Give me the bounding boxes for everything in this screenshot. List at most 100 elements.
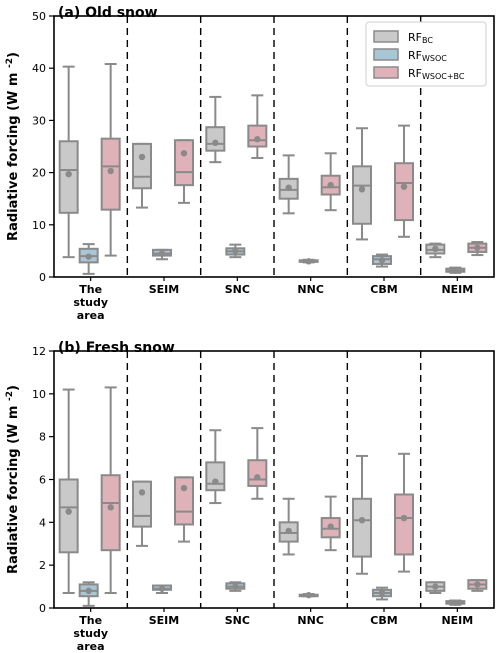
box-iqr xyxy=(205,126,226,152)
x-category-label: The study area xyxy=(73,614,108,653)
panel-old-snow: (a) Old snow 0 10 20 30 40 50 Radiative forcing… xyxy=(5,5,495,322)
box-2-2 xyxy=(247,427,268,500)
y-tick-label: 0 xyxy=(39,602,46,615)
legend-label: RFWSOC xyxy=(408,49,447,63)
box-mean-marker xyxy=(158,585,166,592)
box-mean-marker xyxy=(85,253,92,260)
box-iqr xyxy=(352,165,372,225)
box-1-3 xyxy=(298,591,319,599)
panel-title: (a) Old snow xyxy=(58,5,158,21)
box-2-1 xyxy=(174,139,194,204)
box-0-3 xyxy=(278,154,299,215)
box-iqr xyxy=(394,493,414,556)
box-0-2 xyxy=(205,429,226,505)
x-category-label: SNC xyxy=(225,283,250,296)
y-tick-label: 50 xyxy=(32,10,46,23)
y-axis-label: Radiative forcing (W m -2) xyxy=(5,52,21,241)
box-2-3 xyxy=(320,152,341,212)
plot-frame xyxy=(53,15,495,278)
box-mean-marker xyxy=(400,183,408,190)
box-iqr xyxy=(247,459,268,487)
y-axis-label: Radiative forcing (W m -2) xyxy=(5,385,21,574)
box-mean-marker xyxy=(65,508,72,515)
legend-swatch xyxy=(373,66,399,79)
box-mean-marker xyxy=(432,245,439,253)
box-iqr xyxy=(174,476,194,526)
y-tick-label: 40 xyxy=(32,62,46,75)
y-tick-label: 4 xyxy=(39,516,46,529)
box-mean-marker xyxy=(305,591,312,599)
box-mean-marker xyxy=(254,135,261,143)
box-2-0 xyxy=(100,386,121,595)
box-0-0 xyxy=(58,65,79,259)
box-0-1 xyxy=(132,480,152,547)
box-2-4 xyxy=(394,124,414,238)
panel-title: (b) Fresh snow xyxy=(58,340,175,356)
box-0-1 xyxy=(132,142,152,209)
y-tick-label: 20 xyxy=(32,167,46,180)
box-iqr xyxy=(352,497,372,558)
box-mean-marker xyxy=(232,583,239,590)
box-mean-marker xyxy=(305,258,312,265)
x-category-label: SEIM xyxy=(149,614,179,627)
x-category-label: NEIM xyxy=(441,614,473,627)
box-iqr xyxy=(132,142,152,190)
box-2-5 xyxy=(467,241,488,257)
box-iqr xyxy=(174,139,194,187)
box-mean-marker xyxy=(452,267,459,274)
box-0-3 xyxy=(278,497,299,556)
legend-label: RFBC xyxy=(408,31,433,45)
box-mean-marker xyxy=(158,250,166,257)
box-1-4 xyxy=(372,253,392,268)
box-1-2 xyxy=(225,243,246,259)
panel-fresh-snow: (b) Fresh snow 0 2 4 6 8 10 12 Radiative forcing… xyxy=(5,340,495,653)
box-mean-marker xyxy=(212,139,219,147)
box-mean-marker xyxy=(285,184,292,191)
y-tick-label: 8 xyxy=(39,431,46,444)
box-2-4 xyxy=(394,452,414,573)
legend-label: RFWSOC+BC xyxy=(408,67,465,81)
y-tick-label: 2 xyxy=(39,559,46,572)
box-mean-marker xyxy=(474,581,481,588)
box-mean-marker xyxy=(358,516,366,524)
box-2-0 xyxy=(100,63,121,257)
box-2-2 xyxy=(247,94,268,159)
box-iqr xyxy=(132,480,152,528)
box-mean-marker xyxy=(65,170,72,178)
legend: RFBC RFWSOC RFWSOC+BC xyxy=(365,21,487,87)
box-0-5 xyxy=(425,242,446,259)
box-2-1 xyxy=(174,476,194,543)
box-1-0 xyxy=(78,243,99,275)
box-mean-marker xyxy=(107,167,114,175)
box-mean-marker xyxy=(474,244,481,251)
x-category-label: NEIM xyxy=(441,283,473,296)
x-category-label: CBM xyxy=(370,283,397,296)
box-1-5 xyxy=(445,266,466,274)
box-1-4 xyxy=(372,586,392,601)
box-0-5 xyxy=(425,581,446,595)
box-mean-marker xyxy=(180,150,188,157)
box-mean-marker xyxy=(452,599,459,606)
plot-frame xyxy=(53,350,495,609)
box-mean-marker xyxy=(138,153,146,161)
y-tick-label: 10 xyxy=(32,219,46,232)
box-mean-marker xyxy=(327,181,334,189)
x-category-label: SEIM xyxy=(149,283,179,296)
x-category-label: SNC xyxy=(225,614,250,627)
box-1-5 xyxy=(445,599,466,606)
box-0-4 xyxy=(352,127,372,241)
box-1-3 xyxy=(298,258,319,265)
box-1-2 xyxy=(225,581,246,592)
y-tick-label: 10 xyxy=(32,388,46,401)
box-mean-marker xyxy=(254,474,261,481)
box-mean-marker xyxy=(232,247,239,255)
box-1-1 xyxy=(152,584,172,595)
box-0-0 xyxy=(58,388,79,595)
x-category-label: NNC xyxy=(297,614,324,627)
y-tick-label: 12 xyxy=(32,345,46,358)
box-mean-marker xyxy=(285,527,292,535)
x-category-label: The study area xyxy=(73,283,108,322)
box-mean-marker xyxy=(358,186,366,193)
legend-swatch xyxy=(373,48,399,61)
